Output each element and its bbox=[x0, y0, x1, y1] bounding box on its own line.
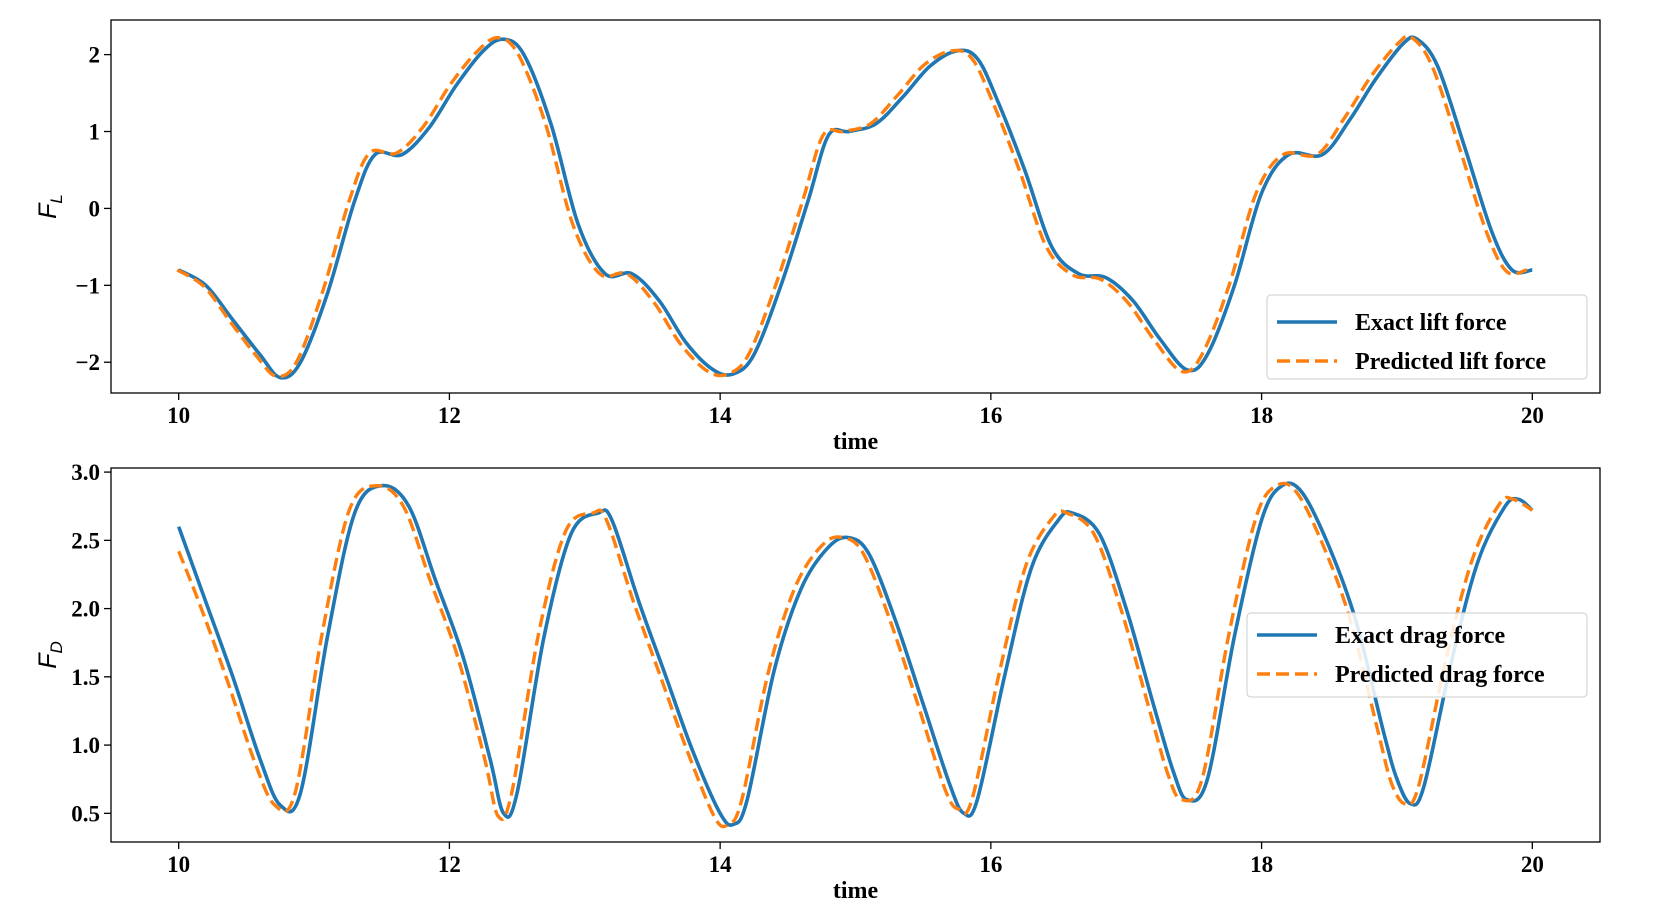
lift-legend-label-predicted: Predicted lift force bbox=[1355, 349, 1546, 375]
lift-plot-frame bbox=[110, 19, 1601, 394]
lift-legend-label-exact: Exact lift force bbox=[1355, 310, 1507, 336]
lift-y-tick-label: −2 bbox=[75, 350, 100, 375]
drag-series-predicted bbox=[177, 481, 1534, 829]
lift-legend: Exact lift force Predicted lift force bbox=[1266, 294, 1588, 380]
drag-y-tick-label: 1.5 bbox=[71, 665, 100, 690]
lift-x-tick-label: 18 bbox=[1250, 403, 1273, 428]
drag-x-tick-label: 18 bbox=[1250, 852, 1273, 877]
drag-series-lines bbox=[177, 481, 1534, 829]
lift-x-tick-label: 14 bbox=[709, 403, 733, 428]
lift-legend-frame bbox=[1266, 294, 1588, 380]
lift-y-axis-label-base: F bbox=[34, 202, 62, 219]
drag-y-axis-label-base: F bbox=[34, 652, 62, 669]
lift-series-predicted bbox=[176, 34, 1528, 379]
drag-y-tick-label: 2.5 bbox=[71, 528, 100, 553]
drag-x-tick-label: 10 bbox=[167, 852, 190, 877]
drag-legend: Exact drag force Predicted drag force bbox=[1246, 612, 1588, 698]
lift-series-exact bbox=[177, 35, 1533, 380]
drag-legend-label-predicted: Predicted drag force bbox=[1335, 662, 1545, 688]
lift-x-tick-label: 10 bbox=[167, 403, 190, 428]
lift-x-tick-label: 12 bbox=[438, 403, 461, 428]
drag-series-exact bbox=[177, 481, 1534, 827]
drag-x-axis-label: time bbox=[833, 878, 879, 904]
drag-y-tick-label: 3.0 bbox=[71, 460, 100, 485]
lift-y-axis-label-sub: L bbox=[47, 194, 66, 203]
drag-x-tick-label: 16 bbox=[979, 852, 1002, 877]
lift-y-tick-label: 1 bbox=[89, 120, 101, 145]
drag-chart: 10 12 14 16 18 20 0.5 1.0 1.5 2.0 2.5 3.0 time FD E… bbox=[34, 460, 1601, 904]
lift-x-tick-label: 16 bbox=[979, 403, 1002, 428]
drag-y-axis-label-sub: D bbox=[47, 641, 66, 653]
drag-y-tick-label: 0.5 bbox=[71, 801, 100, 826]
lift-series-lines bbox=[176, 34, 1533, 380]
drag-x-tick-label: 12 bbox=[438, 852, 461, 877]
lift-y-tick-label: −1 bbox=[75, 273, 100, 298]
lift-x-axis-label: time bbox=[833, 429, 879, 455]
drag-ticks: 10 12 14 16 18 20 0.5 1.0 1.5 2.0 2.5 3.0 bbox=[71, 460, 1544, 877]
drag-legend-label-exact: Exact drag force bbox=[1335, 623, 1506, 649]
drag-plot-frame bbox=[110, 467, 1601, 843]
drag-x-tick-label: 14 bbox=[709, 852, 733, 877]
drag-legend-frame bbox=[1246, 612, 1588, 698]
drag-y-axis-label: FD bbox=[34, 641, 66, 669]
drag-y-tick-label: 2.0 bbox=[71, 597, 100, 622]
drag-x-tick-label: 20 bbox=[1521, 852, 1544, 877]
lift-y-axis-label: FL bbox=[34, 194, 66, 219]
lift-x-tick-label: 20 bbox=[1521, 403, 1544, 428]
lift-y-tick-label: 0 bbox=[89, 196, 101, 221]
lift-y-tick-label: 2 bbox=[89, 43, 101, 68]
drag-y-tick-label: 1.0 bbox=[71, 733, 100, 758]
